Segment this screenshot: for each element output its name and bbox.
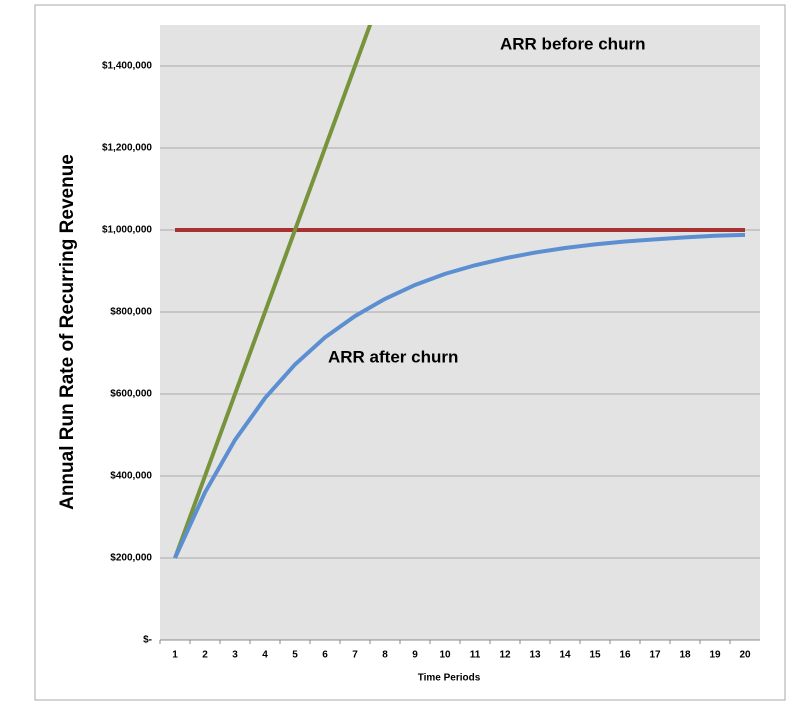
y-axis-label: Annual Run Rate of Recurring Revenue — [57, 154, 78, 510]
x-tick-label: 10 — [439, 650, 451, 661]
x-tick-label: 14 — [559, 650, 571, 661]
x-tick-label: 6 — [322, 650, 328, 661]
x-tick-label: 9 — [412, 650, 418, 661]
y-tick-label: $1,200,000 — [102, 143, 152, 154]
x-tick-label: 17 — [649, 650, 661, 661]
x-tick-label: 12 — [499, 650, 511, 661]
x-tick-label: 18 — [679, 650, 691, 661]
x-tick-label: 4 — [262, 650, 268, 661]
x-axis-label: Time Periods — [418, 673, 481, 684]
x-tick-label: 2 — [202, 650, 208, 661]
x-tick-label: 13 — [529, 650, 541, 661]
y-tick-label: $200,000 — [110, 553, 152, 564]
y-tick-label: $1,400,000 — [102, 61, 152, 72]
x-tick-label: 5 — [292, 650, 298, 661]
x-tick-label: 8 — [382, 650, 388, 661]
x-tick-label: 15 — [589, 650, 601, 661]
x-tick-label: 7 — [352, 650, 358, 661]
annotation: ARR after churn — [328, 347, 458, 366]
y-tick-label: $1,000,000 — [102, 225, 152, 236]
x-tick-label: 20 — [739, 650, 751, 661]
x-tick-label: 19 — [709, 650, 721, 661]
series-line — [173, 25, 373, 559]
x-tick-label: 1 — [172, 650, 178, 661]
plot-area — [160, 25, 760, 640]
x-tick-label: 11 — [470, 650, 481, 661]
x-tick-label: 16 — [619, 650, 631, 661]
y-tick-label: $400,000 — [110, 471, 152, 482]
y-tick-label: $- — [143, 635, 152, 646]
annotation: ARR before churn — [500, 34, 645, 53]
x-tick-label: 3 — [232, 650, 238, 661]
series-line — [173, 232, 746, 559]
y-tick-label: $600,000 — [110, 389, 152, 400]
y-tick-label: $800,000 — [110, 307, 152, 318]
